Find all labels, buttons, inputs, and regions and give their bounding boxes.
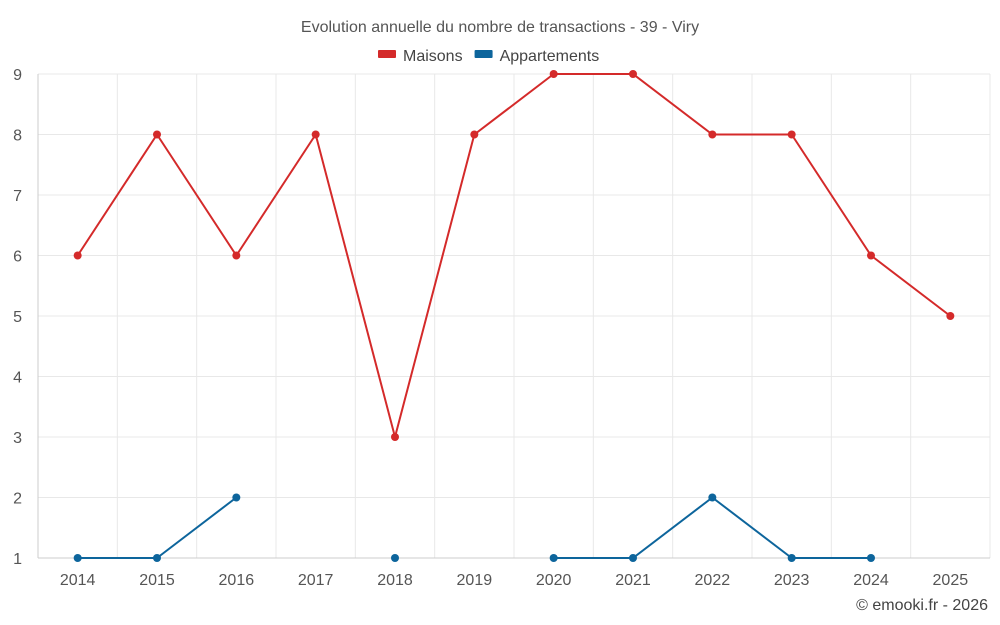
x-tick-label: 2024 (853, 572, 889, 589)
y-tick-label: 4 (13, 370, 22, 387)
x-tick-label: 2018 (377, 572, 413, 589)
x-tick-label: 2015 (139, 572, 175, 589)
y-tick-label: 6 (13, 249, 22, 266)
y-tick-label: 2 (13, 491, 22, 508)
credit-text: © emooki.fr - 2026 (856, 597, 988, 614)
y-tick-label: 1 (13, 551, 22, 568)
data-point[interactable] (73, 554, 82, 562)
data-point[interactable] (629, 70, 637, 78)
x-tick-label: 2022 (695, 572, 731, 589)
data-point[interactable] (232, 493, 241, 502)
legend-label: Maisons (403, 48, 463, 65)
x-axis-ticks: 2014 2015 2016 2017 2018 2019 2020 2021 2022 2023… (60, 572, 968, 589)
grid (37, 73, 991, 559)
legend: Maisons Appartements (378, 48, 599, 65)
series-line (553, 496, 871, 559)
x-tick-label: 2025 (933, 572, 969, 589)
x-tick-label: 2017 (298, 572, 334, 589)
data-point[interactable] (470, 130, 479, 139)
x-tick-label: 2019 (457, 572, 493, 589)
y-tick-label: 5 (13, 309, 22, 326)
x-tick-label: 2023 (774, 572, 810, 589)
data-point[interactable] (867, 554, 875, 562)
x-tick-label: 2016 (219, 572, 255, 589)
data-point[interactable] (867, 251, 875, 260)
legend-item-appartements[interactable]: Appartements (474, 48, 600, 65)
data-point[interactable] (73, 251, 82, 260)
x-tick-label: 2014 (60, 572, 96, 589)
x-tick-label: 2021 (615, 572, 651, 589)
legend-swatch (474, 50, 493, 58)
y-tick-label: 3 (13, 430, 22, 447)
data-point[interactable] (549, 554, 558, 562)
y-tick-label: 8 (13, 128, 22, 145)
y-axis-ticks: 1 2 3 4 5 6 7 8 9 (13, 67, 22, 568)
data-point[interactable] (787, 130, 796, 139)
series-line (77, 496, 237, 559)
x-tick-label: 2020 (536, 572, 572, 589)
chart-title: Evolution annuelle du nombre de transact… (301, 19, 699, 36)
y-tick-label: 7 (13, 188, 22, 205)
series-maisons (73, 70, 955, 441)
data-point[interactable] (391, 433, 399, 441)
series-appartements (73, 493, 875, 562)
data-point[interactable] (311, 130, 320, 139)
data-point[interactable] (391, 554, 399, 562)
legend-swatch (378, 50, 396, 58)
data-point[interactable] (153, 130, 161, 139)
data-point[interactable] (708, 130, 717, 139)
data-point[interactable] (629, 554, 637, 562)
legend-label: Appartements (500, 48, 600, 65)
data-point[interactable] (153, 554, 161, 562)
data-point[interactable] (787, 554, 796, 562)
data-point[interactable] (232, 251, 241, 260)
series-layer (73, 70, 955, 562)
series-line (76, 73, 951, 438)
data-point[interactable] (549, 70, 558, 78)
data-point[interactable] (708, 493, 717, 502)
y-tick-label: 9 (13, 67, 22, 84)
legend-item-maisons[interactable]: Maisons (378, 48, 463, 65)
data-point[interactable] (946, 312, 955, 320)
